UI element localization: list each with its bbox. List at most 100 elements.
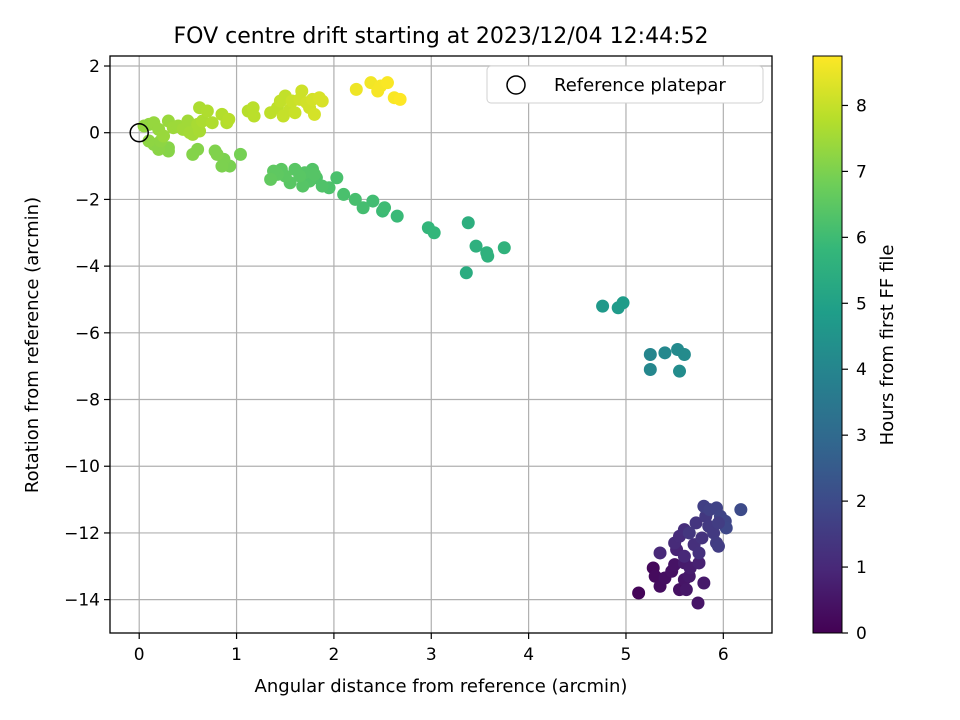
data-point xyxy=(711,516,725,530)
data-point xyxy=(658,346,672,360)
legend: Reference platepar xyxy=(486,65,764,104)
data-point xyxy=(330,171,344,185)
data-point xyxy=(481,249,495,263)
legend-label-reference: Reference platepar xyxy=(554,75,726,96)
y-tick-label: 2 xyxy=(89,57,100,77)
colorbar-tick-label: 2 xyxy=(856,492,867,512)
data-point xyxy=(296,179,310,193)
x-tick-label: 3 xyxy=(426,645,437,665)
x-tick-label: 5 xyxy=(621,645,632,665)
data-point xyxy=(459,266,473,280)
x-tick-label: 6 xyxy=(718,645,729,665)
y-axis-label: Rotation from reference (arcmin) xyxy=(22,197,43,493)
data-point xyxy=(205,116,219,130)
colorbar-tick-label: 0 xyxy=(856,624,867,644)
colorbar-tick-label: 6 xyxy=(856,228,867,248)
data-point xyxy=(691,596,705,610)
data-point xyxy=(427,226,441,240)
data-point xyxy=(682,526,696,540)
data-point xyxy=(247,109,261,123)
x-tick-label: 4 xyxy=(523,645,534,665)
data-point xyxy=(380,76,394,90)
colorbar-tick-label: 1 xyxy=(856,558,867,578)
data-point xyxy=(679,583,693,597)
data-point xyxy=(692,546,706,560)
data-point xyxy=(643,348,657,362)
x-tick-label: 2 xyxy=(328,645,339,665)
data-point xyxy=(348,192,362,206)
data-point xyxy=(668,558,682,572)
data-point xyxy=(461,216,475,230)
y-tick-label: −6 xyxy=(75,324,100,344)
data-point xyxy=(200,104,214,118)
reference-platepar-marker xyxy=(129,122,149,143)
colorbar xyxy=(812,55,843,634)
data-point xyxy=(288,106,302,120)
data-point xyxy=(191,142,205,156)
data-point xyxy=(378,201,392,215)
data-point xyxy=(697,576,711,590)
legend-box xyxy=(486,65,764,104)
y-tick-label: 0 xyxy=(89,124,100,144)
data-point xyxy=(264,172,278,186)
chart-title: FOV centre drift starting at 2023/12/04 … xyxy=(174,24,709,49)
data-point xyxy=(157,129,171,143)
data-point xyxy=(307,167,321,181)
data-point xyxy=(677,348,691,362)
data-point xyxy=(315,94,329,108)
y-tick-label: −4 xyxy=(75,257,100,277)
plot-frame xyxy=(109,55,773,634)
y-tick-label: −12 xyxy=(64,524,100,544)
data-point xyxy=(616,296,630,310)
data-point xyxy=(349,82,363,96)
data-point xyxy=(692,556,706,570)
data-point xyxy=(734,503,748,517)
x-tick-label: 1 xyxy=(231,645,242,665)
data-point xyxy=(337,187,351,201)
y-tick-label: −14 xyxy=(64,591,100,611)
data-point xyxy=(233,147,247,161)
x-tick-label: 0 xyxy=(134,645,145,665)
data-point xyxy=(142,134,156,148)
x-axis-label: Angular distance from reference (arcmin) xyxy=(255,676,628,697)
data-point xyxy=(208,144,222,158)
data-point xyxy=(596,299,610,313)
data-point xyxy=(677,549,691,563)
data-point xyxy=(215,159,229,173)
data-point xyxy=(356,201,370,215)
data-point xyxy=(193,124,207,138)
data-point xyxy=(390,209,404,223)
x-axis-ticks: 0 1 2 3 4 5 6 xyxy=(134,633,729,665)
data-point xyxy=(295,84,309,98)
data-point xyxy=(497,241,511,255)
colorbar-tick-label: 3 xyxy=(856,426,867,446)
data-point xyxy=(307,107,321,121)
data-point xyxy=(643,363,657,377)
data-point xyxy=(195,114,209,128)
data-point xyxy=(673,364,687,378)
data-point xyxy=(222,112,236,126)
data-point xyxy=(293,169,307,183)
colorbar-label: Hours from first FF file xyxy=(877,245,898,446)
data-point xyxy=(648,569,662,583)
y-axis-ticks: 2 0 −2 −4 −6 −8 −10 −12 −14 xyxy=(64,57,110,611)
colorbar-ticks: 0 1 2 3 4 5 6 7 8 xyxy=(842,96,867,644)
data-point xyxy=(469,239,483,253)
colorbar-tick-label: 7 xyxy=(856,162,867,182)
y-tick-label: −8 xyxy=(75,391,100,411)
colorbar-tick-label: 5 xyxy=(856,294,867,314)
colorbar-tick-label: 8 xyxy=(856,96,867,116)
data-point xyxy=(161,144,175,158)
grid-lines xyxy=(110,56,772,633)
data-point xyxy=(653,546,667,560)
data-point xyxy=(711,539,725,553)
data-point xyxy=(632,586,646,600)
y-tick-label: −10 xyxy=(64,457,100,477)
legend-reference-marker xyxy=(506,75,526,95)
data-point xyxy=(707,526,721,540)
data-point xyxy=(393,92,407,106)
y-tick-label: −2 xyxy=(75,190,100,210)
colorbar-tick-label: 4 xyxy=(856,360,867,380)
data-point xyxy=(695,531,709,545)
